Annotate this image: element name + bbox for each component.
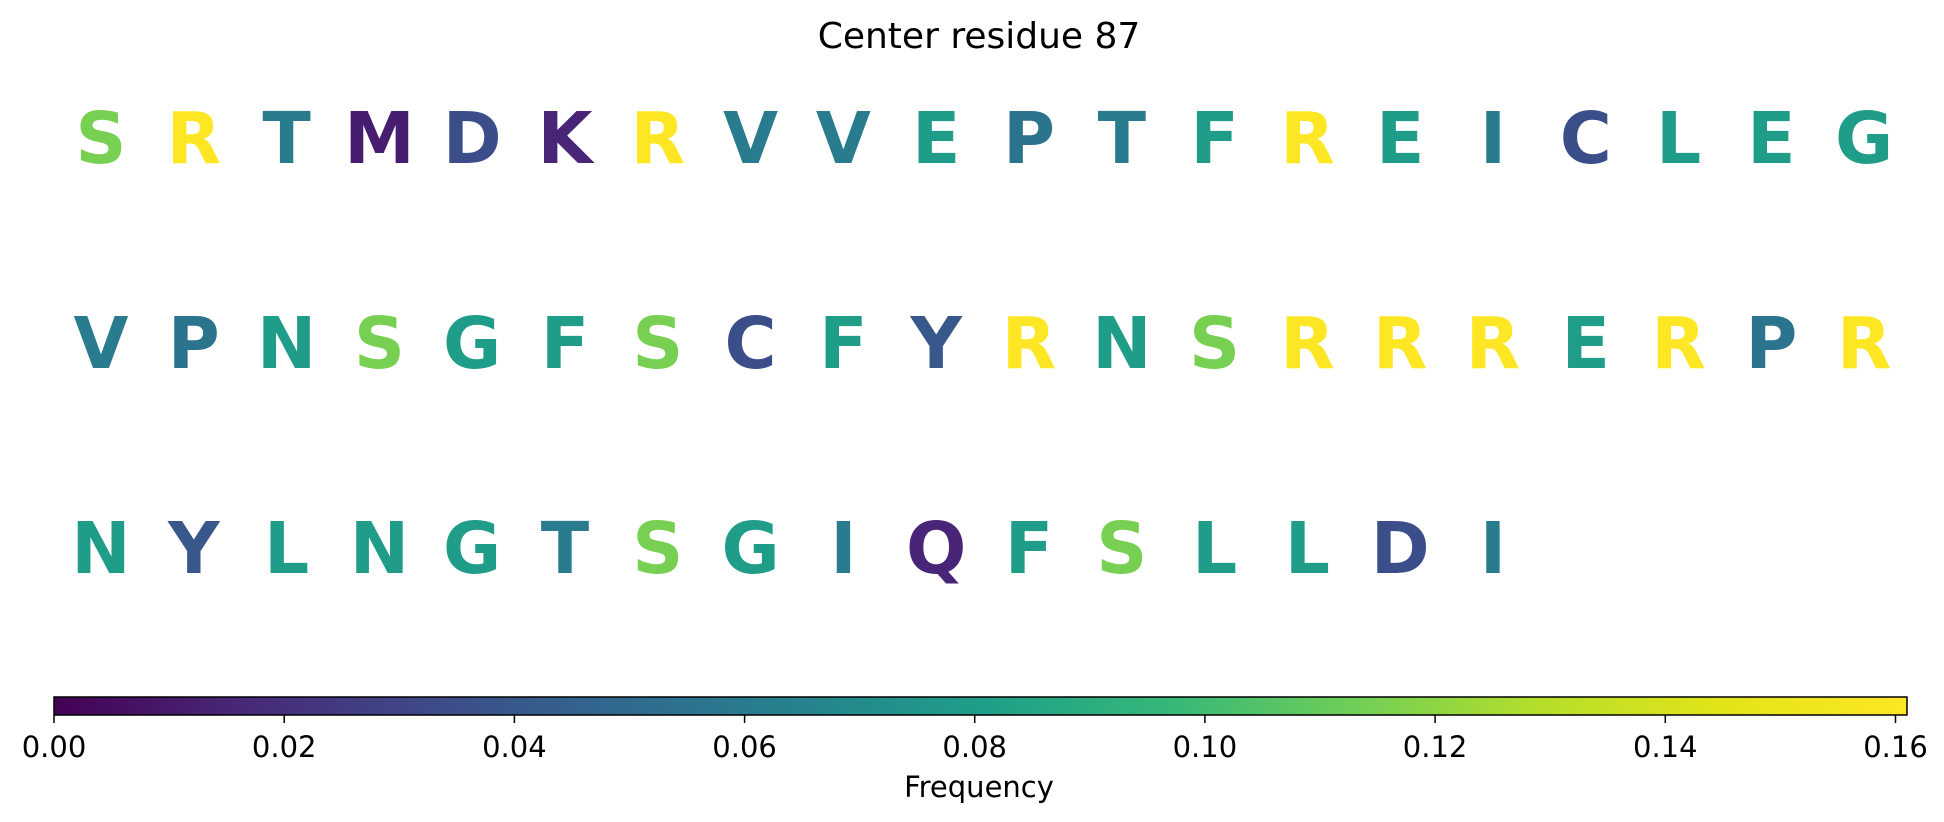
residue-letter: V <box>816 97 871 180</box>
residue-letter: C <box>1560 97 1612 180</box>
residue-letter: C <box>725 302 777 385</box>
residue-letter: R <box>1837 302 1892 385</box>
residue-letter: I <box>1480 97 1506 180</box>
residue-letter: K <box>537 97 595 180</box>
residue-letter: E <box>912 97 961 180</box>
residue-letter: R <box>1466 302 1521 385</box>
residue-letter: P <box>1003 97 1055 180</box>
residue-letter: L <box>1656 97 1701 180</box>
colorbar-tick-label: 0.12 <box>1403 730 1468 764</box>
colorbar-tick-label: 0.08 <box>942 730 1007 764</box>
residue-letter: N <box>71 507 130 590</box>
residue-letter: P <box>1745 302 1797 385</box>
colorbar-tick-label: 0.16 <box>1863 730 1928 764</box>
residue-letter: G <box>443 302 501 385</box>
residue-letter: T <box>1098 97 1147 180</box>
residue-letter: R <box>1280 97 1335 180</box>
residue-letter: S <box>75 97 126 180</box>
colorbar-tick-label: 0.04 <box>482 730 547 764</box>
residue-letter: V <box>74 302 129 385</box>
residue-letter: D <box>1371 507 1430 590</box>
residue-letter: N <box>350 507 409 590</box>
residue-letter: L <box>264 507 309 590</box>
residue-letter: R <box>166 97 221 180</box>
chart-title: Center residue 87 <box>818 16 1141 57</box>
residue-letter: S <box>354 302 405 385</box>
residue-letter: Y <box>167 507 221 590</box>
residue-letter: R <box>1280 302 1335 385</box>
residue-letter: L <box>1192 507 1237 590</box>
residue-letter: Y <box>909 302 963 385</box>
residue-grid: S R T M D K R V V E P T F R E I C L E GV P N S G F S C F Y R N S R R R E R P R… <box>71 97 1893 590</box>
colorbar-tick-label: 0.10 <box>1173 730 1238 764</box>
colorbar-tick-label: 0.02 <box>252 730 317 764</box>
residue-letter: F <box>1190 97 1239 180</box>
residue-letter: E <box>1562 302 1611 385</box>
residue-letter: F <box>1005 507 1054 590</box>
colorbar-tick-label: 0.00 <box>22 730 87 764</box>
residue-letter: M <box>344 97 415 180</box>
residue-letter: G <box>1835 97 1893 180</box>
residue-letter: R <box>630 97 685 180</box>
residue-letter: L <box>1285 507 1330 590</box>
residue-letter: R <box>1373 302 1428 385</box>
residue-letter: N <box>257 302 316 385</box>
colorbar-ticks: 0.00 0.02 0.04 0.06 0.08 0.10 0.12 0.14 0.16 <box>22 715 1928 764</box>
residue-letter: F <box>819 302 868 385</box>
residue-letter: G <box>721 507 779 590</box>
residue-letter: T <box>262 97 311 180</box>
residue-letter: S <box>632 302 683 385</box>
colorbar <box>53 696 1908 716</box>
residue-letter: I <box>830 507 856 590</box>
residue-letter: F <box>541 302 590 385</box>
residue-letter: S <box>1096 507 1147 590</box>
residue-letter: V <box>723 97 778 180</box>
residue-letter: E <box>1747 97 1796 180</box>
residue-letter: E <box>1376 97 1425 180</box>
residue-letter: S <box>632 507 683 590</box>
residue-letter: Q <box>906 507 966 590</box>
colorbar-tick-label: 0.06 <box>712 730 777 764</box>
colorbar-label: Frequency <box>904 770 1054 804</box>
residue-letter: G <box>443 507 501 590</box>
residue-letter: R <box>1002 302 1057 385</box>
colorbar-tick-label: 0.14 <box>1633 730 1698 764</box>
residue-letter: N <box>1092 302 1151 385</box>
residue-letter: R <box>1651 302 1706 385</box>
residue-letter: P <box>168 302 220 385</box>
residue-letter: I <box>1480 507 1506 590</box>
residue-letter: S <box>1189 302 1240 385</box>
residue-letter: T <box>541 507 590 590</box>
residue-letter: D <box>443 97 502 180</box>
